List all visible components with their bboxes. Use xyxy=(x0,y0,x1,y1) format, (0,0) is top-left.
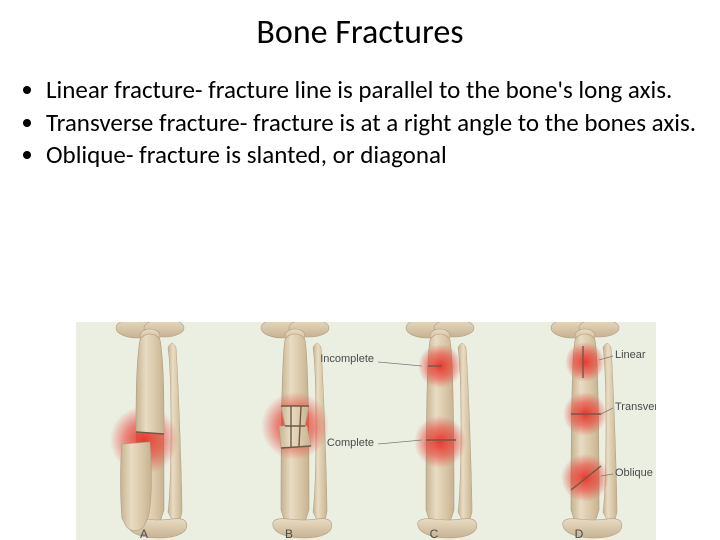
anno-complete: Complete xyxy=(327,437,374,449)
bullet-transverse: Transverse fracture- fracture is at a ri… xyxy=(46,108,700,139)
bullet-linear: Linear fracture- fracture line is parall… xyxy=(46,75,700,106)
bullet-list: Linear fracture- fracture line is parall… xyxy=(46,75,700,171)
panel-label-a: A xyxy=(140,527,148,540)
slide: Bone Fractures Linear fracture- fracture… xyxy=(0,12,720,540)
fracture-diagram: A B Incomplete xyxy=(76,322,656,540)
anno-linear: Linear xyxy=(615,349,646,361)
bullet-oblique: Oblique- fracture is slanted, or diagona… xyxy=(46,140,700,171)
page-title: Bone Fractures xyxy=(0,12,720,53)
anno-oblique: Oblique xyxy=(615,467,653,479)
panel-a: A xyxy=(110,322,187,540)
panel-c: Incomplete Complete C xyxy=(320,322,477,540)
anno-transverse: Transverse xyxy=(615,401,656,413)
anno-incomplete: Incomplete xyxy=(320,353,374,365)
panel-label-d: D xyxy=(575,527,584,540)
panel-label-b: B xyxy=(285,527,293,540)
panel-d: Linear Transverse Oblique D xyxy=(551,322,656,540)
panel-label-c: C xyxy=(430,527,439,540)
